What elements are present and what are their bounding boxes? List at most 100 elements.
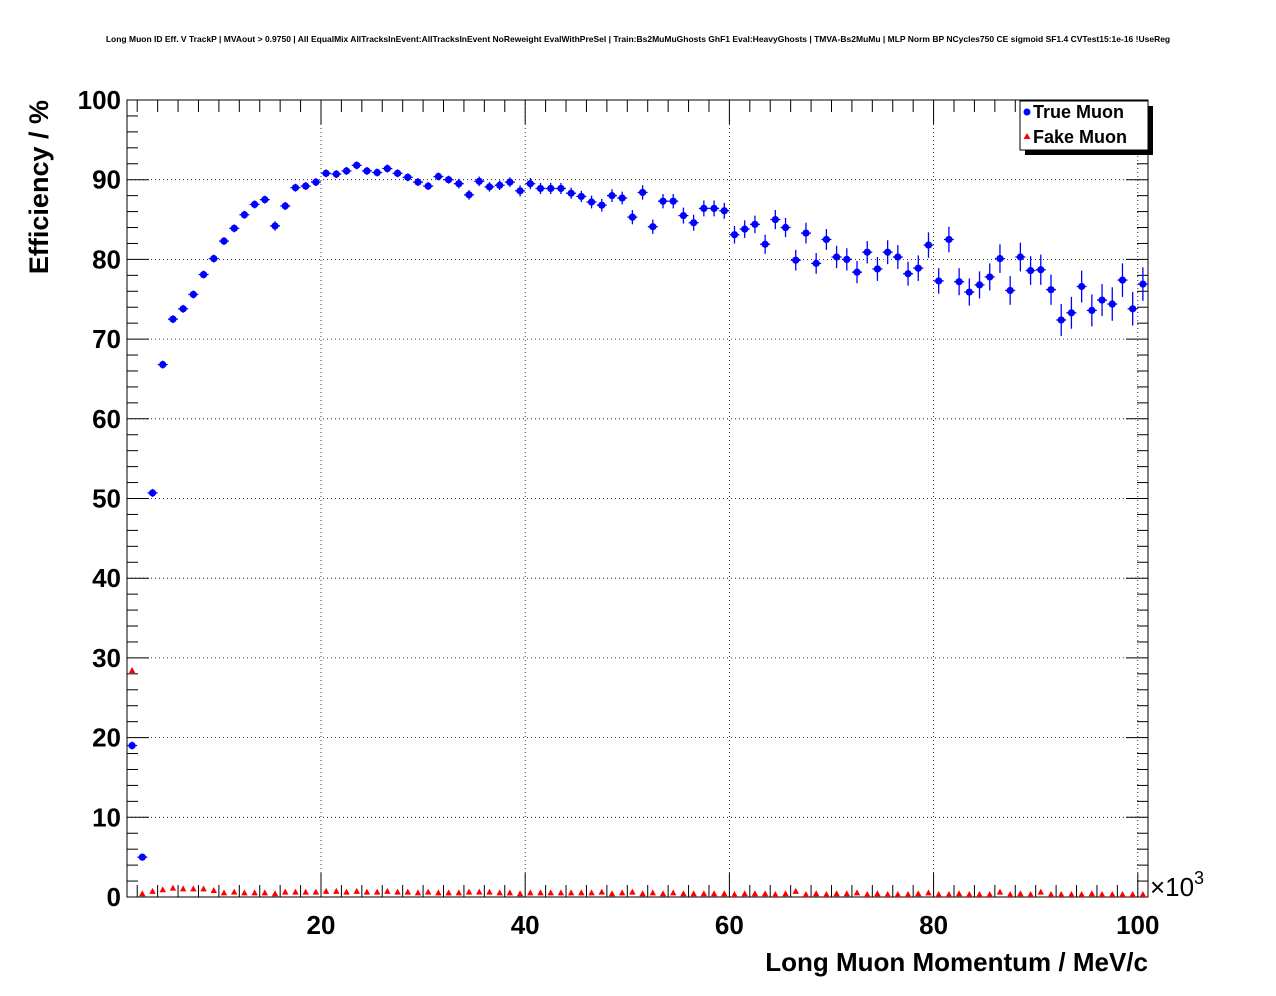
fake-muon-point [1078,891,1085,898]
y-tick-label: 0 [107,882,121,912]
marker-circle [1067,309,1076,317]
marker-triangle [966,891,973,898]
true-muon-point [739,220,750,238]
marker-circle [199,270,208,279]
marker-triangle [322,887,330,894]
marker-triangle [731,891,738,898]
true-muon-point [331,170,342,179]
marker-circle [128,741,136,750]
marker-triangle [639,890,646,897]
x-axis-label: Long Muon Momentum / MeV/c [765,947,1148,977]
fake-muon-point [639,890,646,897]
marker-circle [1139,280,1147,288]
true-muon-point [341,166,352,175]
marker-circle [873,265,882,273]
marker-circle [812,259,820,267]
marker-triangle [506,889,514,896]
marker-triangle [1119,891,1126,898]
marker-circle [1108,300,1116,308]
marker-triangle [812,890,820,897]
marker-circle [792,256,800,264]
fake-muon-point [302,888,309,895]
marker-triangle [833,890,840,897]
marker-circle [557,184,565,193]
fake-muon-point [1068,891,1075,898]
true-muon-point [800,222,811,244]
true-muon-point [1076,270,1087,303]
marker-triangle [547,889,554,896]
y-tick-label: 20 [92,723,121,753]
marker-circle [404,173,412,181]
marker-triangle [710,890,718,897]
true-muon-point [1117,263,1128,297]
marker-circle [1006,286,1014,295]
marker-circle [1026,266,1035,275]
true-muon-point [555,182,566,195]
marker-triangle [598,888,605,895]
marker-circle [506,178,514,186]
marker-circle [291,184,300,192]
true-muon-point [903,261,914,286]
marker-triangle [976,891,983,898]
legend-marker-true-muon [1023,108,1031,116]
true-muon-point [249,200,260,209]
marker-triangle [996,888,1004,895]
marker-circle [608,192,616,200]
fake-muon-point [588,889,595,896]
fake-muon-point [670,889,677,896]
marker-circle [516,187,524,195]
marker-circle [639,188,647,197]
marker-circle [751,220,759,228]
fake-muon-point [945,891,953,898]
true-muon-point [535,182,546,195]
true-muon-point [402,173,413,182]
marker-triangle [1109,891,1116,898]
fake-muon-point [874,890,881,897]
marker-triangle [721,890,728,897]
grid-lines [127,100,1148,897]
marker-triangle [761,890,769,897]
marker-circle [251,200,259,209]
true-muon-point [780,217,791,238]
marker-triangle [802,891,810,898]
marker-triangle [363,888,371,895]
marker-circle [1118,276,1127,284]
marker-circle [414,178,422,186]
marker-circle [720,207,728,215]
marker-triangle [629,888,636,895]
marker-circle [618,194,626,202]
fake-muon-point [516,890,524,897]
marker-circle [148,489,157,497]
marker-triangle [843,890,851,897]
fake-muon-point [721,890,728,897]
true-muon-point [606,189,617,203]
fake-muon-point [496,889,503,896]
marker-circle [741,225,749,233]
true-muon-point [464,190,475,200]
marker-circle [894,253,902,261]
true-muon-point [229,224,240,233]
marker-triangle [445,889,452,896]
marker-circle [853,268,861,276]
marker-circle [567,189,575,197]
marker-triangle [302,888,309,895]
fake-muon-point [169,884,177,891]
true-muon-point [882,240,893,265]
true-muon-point [760,234,771,254]
marker-triangle [1078,891,1085,898]
legend-label-true-muon: True Muon [1033,102,1124,122]
marker-circle [659,197,667,205]
marker-circle [547,184,555,193]
marker-triangle [792,887,799,894]
marker-triangle [1006,891,1014,898]
marker-triangle [424,888,432,895]
x-multiplier-base: ×10 [1150,872,1194,902]
fake-muon-point [261,889,269,896]
true-muon-point [443,175,454,184]
marker-circle [649,223,657,231]
marker-triangle [772,891,779,898]
marker-circle [393,169,402,177]
marker-circle [434,172,443,181]
marker-triangle [700,890,708,897]
true-muon-point [1137,267,1148,301]
